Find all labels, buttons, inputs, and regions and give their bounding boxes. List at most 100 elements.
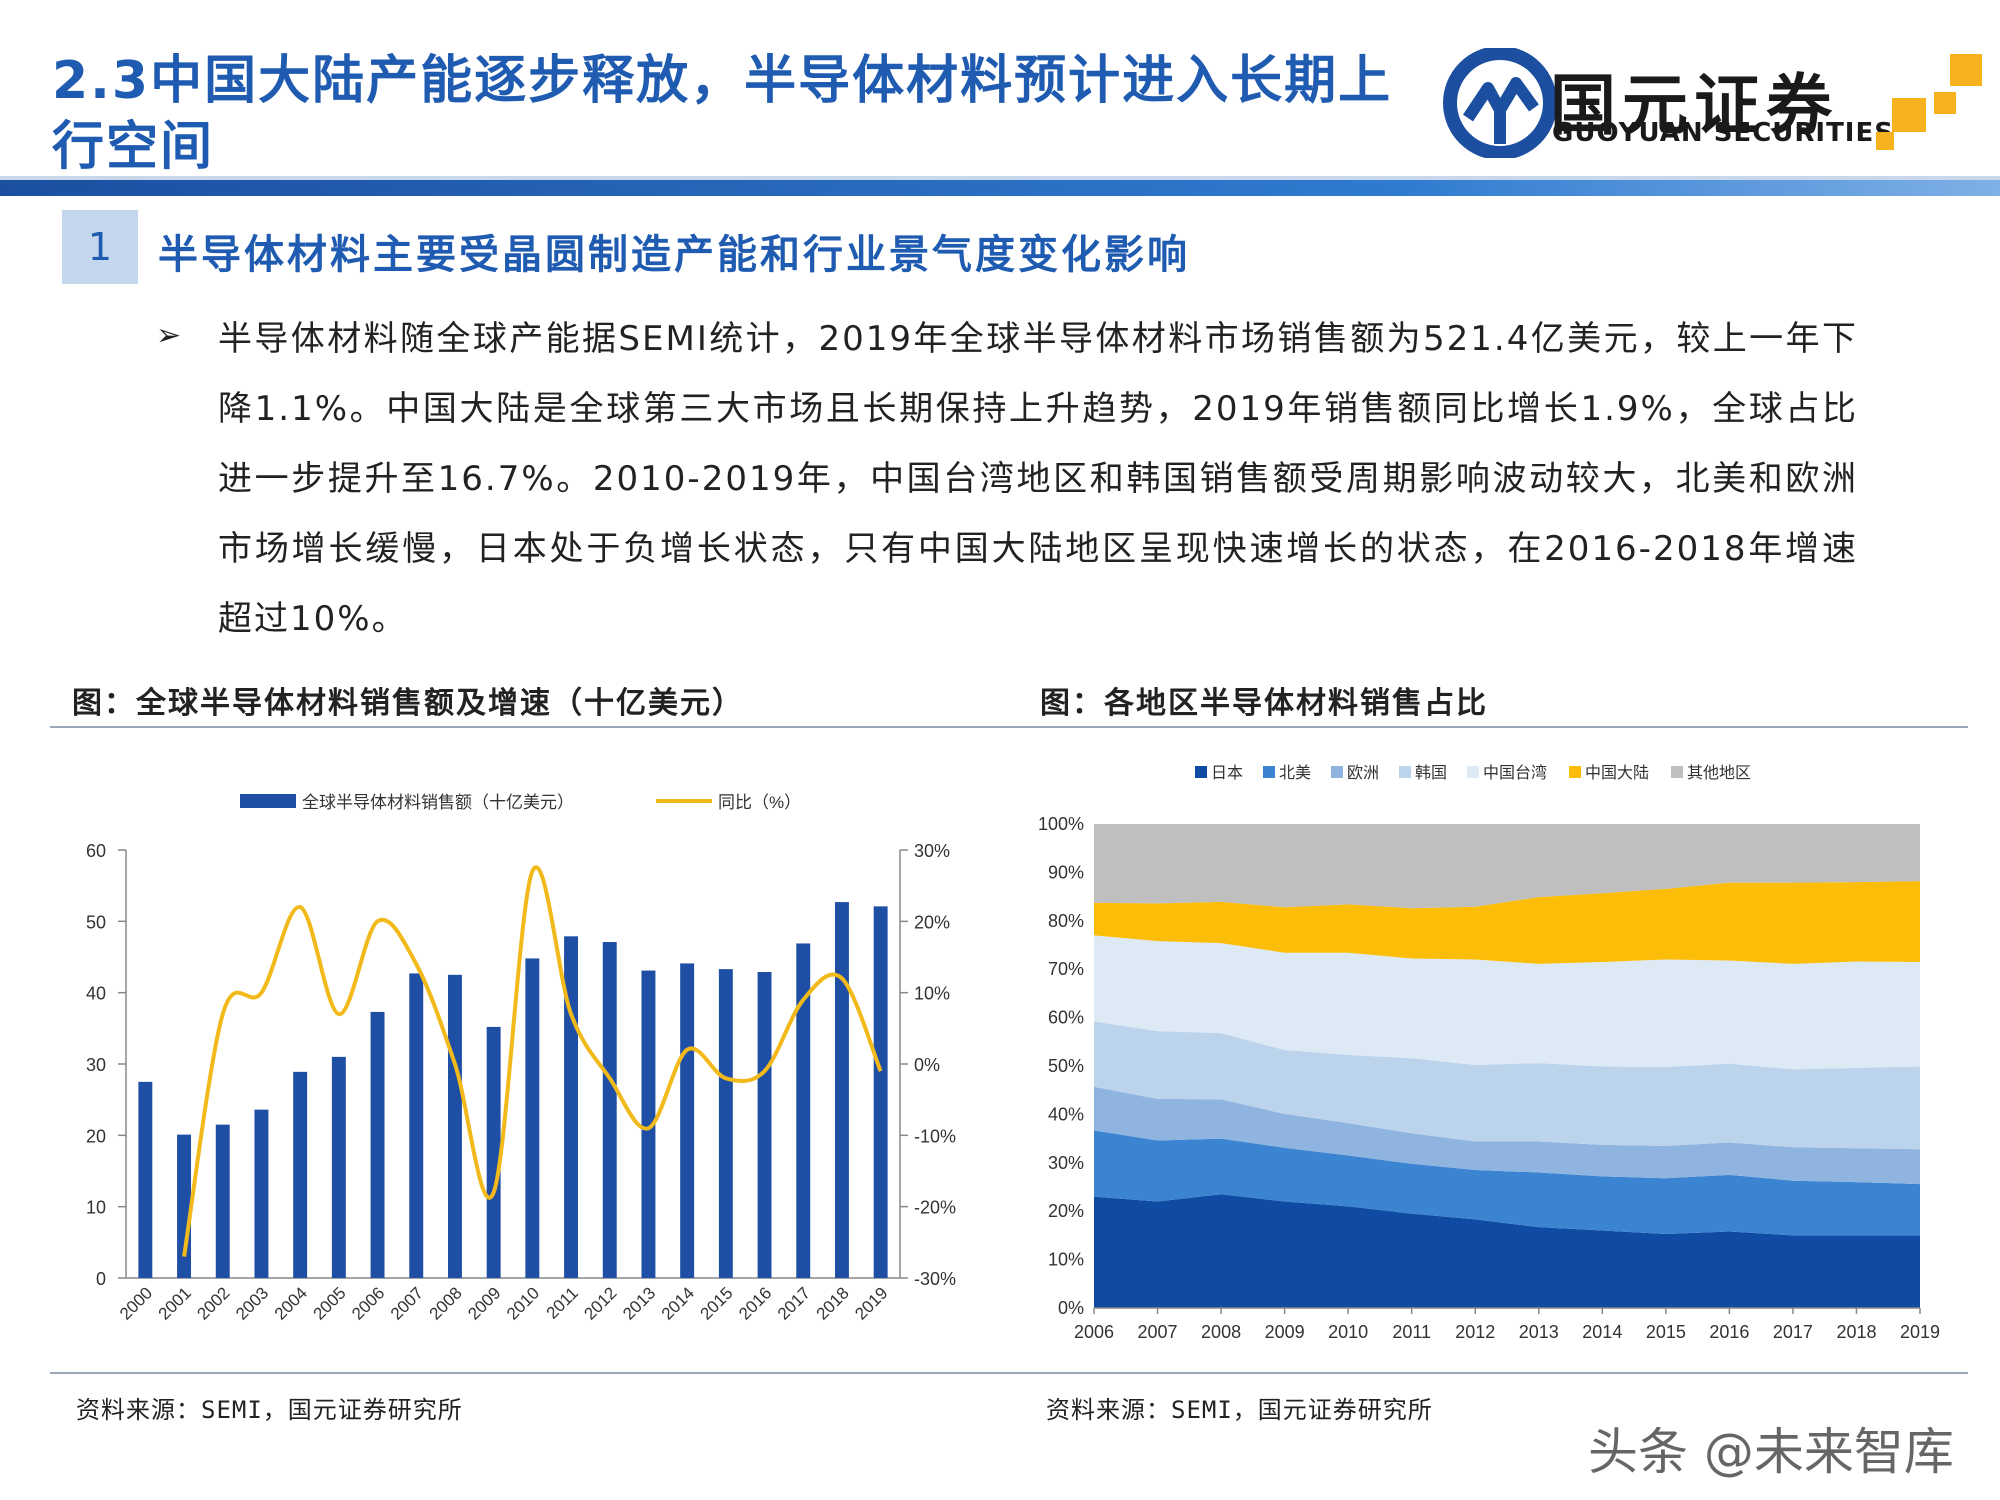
x-tick-label: 2018	[813, 1283, 853, 1323]
left-tick-label: 30	[86, 1055, 106, 1075]
x-tick-label: 2009	[1265, 1322, 1305, 1340]
y-tick-label: 0%	[1058, 1298, 1084, 1318]
x-tick-label: 2008	[426, 1283, 466, 1323]
sales-bar	[331, 1056, 346, 1278]
legend-swatch	[1569, 766, 1581, 778]
right-tick-label: 10%	[914, 984, 950, 1004]
x-tick-label: 2013	[1519, 1322, 1559, 1340]
legend-label: 欧洲	[1347, 764, 1379, 782]
logo-text-en: GUOYUAN SECURITIES	[1552, 118, 1894, 148]
logo-squares-icon	[1876, 54, 1982, 150]
right-source-note: 资料来源：SEMI，国元证券研究所	[1046, 1396, 1433, 1424]
sales-bar	[680, 963, 695, 1278]
area-band	[1094, 824, 1920, 909]
legend-swatch	[1467, 766, 1479, 778]
sales-bar	[834, 902, 849, 1278]
legend-swatch	[1263, 766, 1275, 778]
x-tick-label: 2002	[193, 1283, 233, 1323]
legend-swatch	[1195, 766, 1207, 778]
left-figure-title: 图：全球半导体材料销售额及增速（十亿美元）	[72, 686, 744, 721]
left-tick-label: 60	[86, 841, 106, 861]
sales-bar	[796, 943, 811, 1278]
figure-bottom-rule	[50, 1372, 1968, 1374]
logo-text-cn: 国元证券	[1550, 67, 1838, 144]
x-tick-label: 2015	[1646, 1322, 1686, 1340]
legend-label: 日本	[1211, 764, 1243, 782]
left-tick-label: 0	[96, 1269, 106, 1289]
sales-bar	[254, 1109, 269, 1278]
header-rule	[0, 180, 2000, 196]
legend-label: 中国大陆	[1585, 764, 1649, 782]
sales-bar	[370, 1011, 385, 1278]
legend-label: 韩国	[1415, 764, 1447, 782]
x-tick-label: 2014	[658, 1283, 698, 1323]
x-tick-label: 2007	[1138, 1322, 1178, 1340]
left-tick-label: 20	[86, 1126, 106, 1146]
right-tick-label: 30%	[914, 841, 950, 861]
x-tick-label: 2012	[580, 1283, 620, 1323]
area-band	[1094, 1194, 1920, 1308]
sales-bar	[757, 971, 772, 1278]
area-band	[1094, 1086, 1920, 1185]
header-rule-light	[0, 176, 2000, 180]
x-tick-label: 2000	[116, 1283, 156, 1323]
legend-swatch	[1671, 766, 1683, 778]
x-tick-label: 2011	[543, 1283, 582, 1322]
right-tick-label: -10%	[914, 1126, 956, 1146]
y-tick-label: 40%	[1048, 1104, 1084, 1124]
sales-bar	[641, 970, 656, 1278]
right-tick-label: -30%	[914, 1269, 956, 1289]
area-band	[1094, 881, 1920, 964]
sales-bar	[447, 974, 462, 1278]
y-tick-label: 100%	[1038, 814, 1084, 834]
x-tick-label: 2011	[1392, 1322, 1431, 1340]
legend-label-bar: 全球半导体材料销售额（十亿美元）	[302, 793, 574, 812]
region-share-chart: 0% 10% 20% 30% 40% 50% 60% 70% 80% 90% 100% 2006 200…	[1038, 764, 1940, 1340]
sales-bar	[525, 958, 540, 1278]
legend-swatch	[1331, 766, 1343, 778]
left-tick-label: 40	[86, 984, 106, 1004]
x-tick-label: 2005	[309, 1283, 349, 1323]
right-tick-label: 20%	[914, 912, 950, 932]
y-tick-label: 70%	[1048, 959, 1084, 979]
area-band	[1094, 935, 1920, 1070]
left-tick-label: 50	[86, 912, 106, 932]
left-tick-label: 10	[86, 1198, 106, 1218]
sales-bar	[718, 969, 733, 1278]
watermark: 头条 @未来智库	[1588, 1423, 1954, 1481]
left-source-note: 资料来源：SEMI，国元证券研究所	[76, 1396, 463, 1424]
x-tick-label: 2009	[464, 1283, 504, 1323]
section-heading: 半导体材料主要受晶圆制造产能和行业景气度变化影响	[158, 232, 1190, 278]
right-tick-label: -20%	[914, 1198, 956, 1218]
section-number: 1	[62, 210, 138, 284]
x-tick-label: 2019	[851, 1283, 891, 1323]
y-tick-label: 10%	[1048, 1250, 1084, 1270]
legend-label: 北美	[1279, 764, 1311, 782]
x-tick-label: 2006	[348, 1283, 388, 1323]
sales-bar	[215, 1124, 230, 1278]
figure-top-rule	[50, 726, 1968, 728]
legend-label: 中国台湾	[1483, 764, 1547, 782]
right-tick-label: 0%	[914, 1055, 940, 1075]
x-tick-label: 2017	[1773, 1322, 1813, 1340]
legend-swatch-bar	[240, 794, 296, 808]
x-tick-label: 2015	[696, 1283, 736, 1323]
legend-swatch	[1399, 766, 1411, 778]
x-tick-label: 2010	[1328, 1322, 1368, 1340]
legend-label-line: 同比（%）	[718, 793, 801, 812]
y-tick-label: 50%	[1048, 1056, 1084, 1076]
area-band	[1094, 1130, 1920, 1236]
page-title: 2.3中国大陆产能逐步释放，半导体材料预计进入长期上行空间	[52, 51, 1393, 177]
x-tick-label: 2018	[1836, 1322, 1876, 1340]
x-tick-label: 2006	[1074, 1322, 1114, 1340]
area-band	[1094, 1021, 1920, 1150]
x-tick-label: 2008	[1201, 1322, 1241, 1340]
x-tick-label: 2003	[232, 1283, 272, 1323]
x-tick-label: 2010	[503, 1283, 543, 1323]
company-logo	[1438, 46, 1998, 160]
sales-bar	[293, 1071, 308, 1278]
x-tick-label: 2004	[271, 1283, 311, 1323]
y-tick-label: 80%	[1048, 911, 1084, 931]
y-tick-label: 90%	[1048, 862, 1084, 882]
sales-bar	[873, 906, 888, 1278]
